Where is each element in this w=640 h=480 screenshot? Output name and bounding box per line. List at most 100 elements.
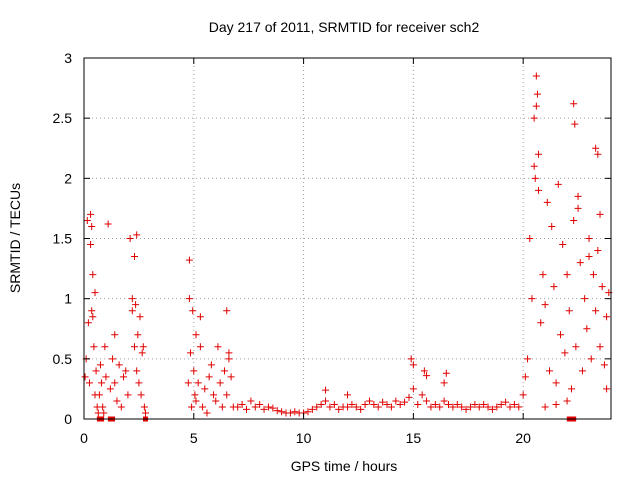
data-point: [88, 222, 96, 230]
data-point: [502, 398, 510, 406]
data-point: [131, 253, 139, 261]
data-point: [556, 331, 564, 339]
data-point: [115, 361, 123, 369]
data-point: [273, 407, 281, 415]
data-point: [203, 409, 211, 417]
data-point: [524, 355, 532, 363]
data-point: [322, 386, 330, 394]
y-tick-label: 3: [64, 50, 72, 66]
data-point: [92, 367, 100, 375]
data-point: [185, 256, 193, 264]
data-point: [541, 301, 549, 309]
data-point: [559, 241, 567, 249]
data-point: [218, 403, 226, 411]
data-point: [453, 401, 461, 409]
data-point: [120, 373, 128, 381]
data-point: [344, 391, 351, 399]
data-point: [383, 401, 391, 409]
data-point: [526, 235, 534, 242]
data-point: [365, 397, 373, 405]
data-point: [199, 403, 207, 411]
data-point: [260, 405, 268, 413]
x-axis-label: GPS time / hours: [291, 458, 398, 474]
data-point: [113, 397, 121, 405]
data-point: [436, 403, 444, 411]
data-point: [387, 403, 395, 411]
data-point: [576, 259, 584, 267]
data-point: [585, 235, 593, 242]
data-point: [600, 361, 608, 369]
data-point: [458, 403, 466, 411]
data-point: [578, 367, 586, 375]
data-point: [85, 379, 93, 387]
data-point: [138, 349, 146, 357]
y-axis-label: SRMTID / TECUs: [7, 183, 23, 293]
data-point: [554, 180, 562, 188]
data-point: [286, 409, 294, 417]
chart-title: Day 217 of 2011, SRMTID for receiver sch…: [209, 19, 480, 35]
data-point: [128, 295, 136, 303]
data-point: [216, 379, 224, 387]
data-point: [541, 403, 549, 411]
data-point: [565, 307, 573, 315]
data-point: [122, 367, 130, 375]
data-point: [192, 331, 200, 339]
data-point: [291, 408, 299, 416]
data-point: [201, 385, 209, 393]
data-point: [234, 403, 242, 411]
data-point: [515, 403, 523, 411]
data-point: [134, 331, 142, 339]
data-point: [583, 325, 591, 333]
data-point: [344, 403, 351, 411]
data-point: [264, 403, 272, 411]
data-point: [521, 373, 529, 381]
data-point: [352, 403, 360, 411]
x-tick-label: 10: [296, 430, 312, 446]
data-point: [548, 222, 556, 230]
data-point: [493, 403, 501, 411]
data-point: [570, 100, 578, 108]
data-point: [589, 271, 597, 279]
data-point: [330, 401, 338, 409]
data-point: [423, 397, 431, 405]
data-point: [374, 403, 382, 411]
data-point: [247, 397, 255, 405]
data-point: [191, 391, 199, 399]
data-point: [225, 349, 233, 357]
x-tick-label: 20: [515, 430, 531, 446]
data-point: [392, 397, 400, 405]
data-point: [98, 379, 106, 387]
data-point: [506, 403, 514, 411]
data-point: [598, 283, 606, 291]
data-point: [126, 235, 134, 242]
data-point: [571, 120, 579, 128]
data-point: [225, 355, 233, 363]
data-point: [194, 379, 202, 387]
data-point: [196, 343, 204, 351]
data-point: [212, 397, 220, 405]
data-point: [205, 373, 213, 381]
data-point: [497, 401, 505, 409]
data-point: [207, 361, 215, 369]
data-point: [530, 114, 538, 122]
data-point: [552, 379, 560, 387]
data-point: [379, 398, 387, 406]
data-point: [186, 349, 194, 357]
data-point: [84, 319, 92, 327]
data-point: [242, 405, 250, 413]
data-point: [592, 307, 600, 315]
data-point: [111, 379, 119, 387]
data-point: [326, 403, 334, 411]
data-point: [124, 391, 132, 399]
data-point: [480, 401, 488, 409]
data-point: [89, 313, 97, 321]
data-point: [531, 174, 539, 182]
data-point: [532, 72, 540, 80]
grid: [84, 58, 611, 419]
data-point: [596, 343, 604, 351]
data-point: [471, 401, 479, 409]
data-point: [190, 367, 198, 375]
data-point: [420, 367, 428, 375]
x-tick-label: 15: [406, 430, 422, 446]
data-point: [188, 403, 196, 411]
